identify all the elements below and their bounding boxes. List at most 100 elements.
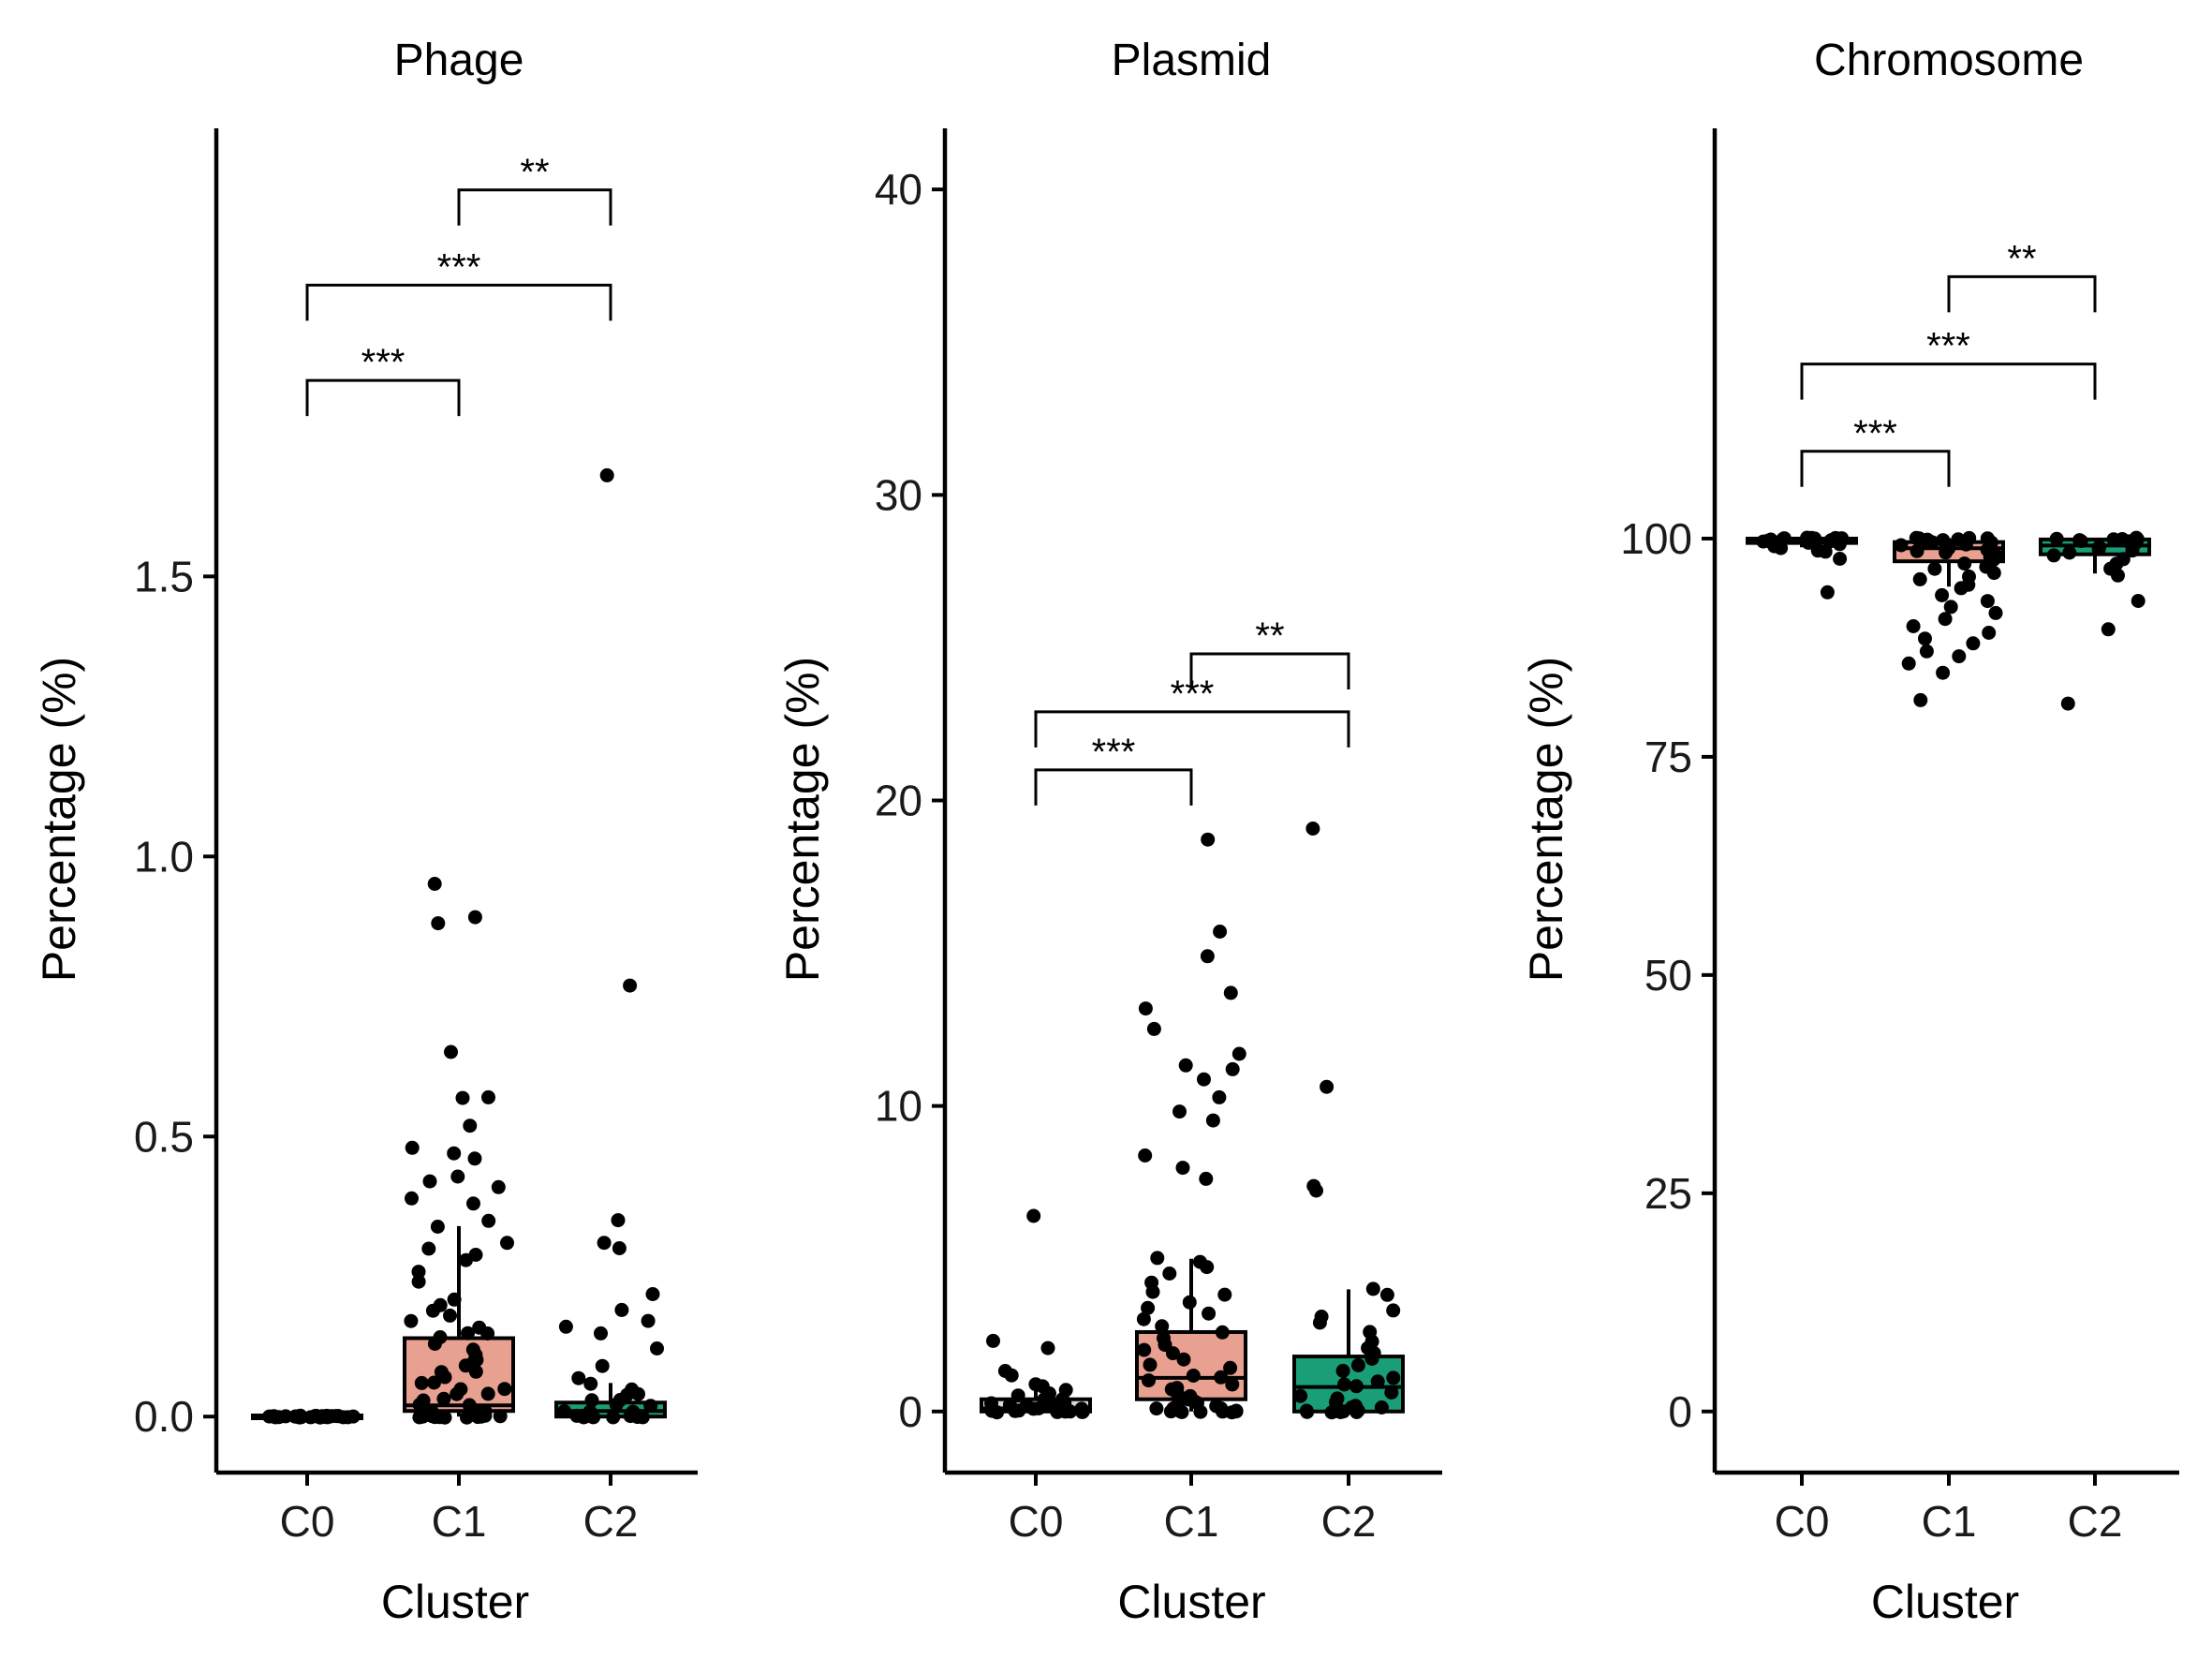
bracket-line [1034,768,1193,806]
data-point [1924,535,1939,550]
significance-bracket: ** [1947,238,2097,313]
data-point [1938,612,1953,627]
data-point [1300,1404,1315,1419]
data-point [1906,619,1921,633]
data-point [1386,1370,1401,1385]
data-point [1935,587,1950,602]
data-point [1137,1342,1152,1357]
data-point [1337,1377,1351,1392]
data-point [1912,571,1927,586]
data-point [623,978,638,993]
bracket-line [1800,450,1951,487]
significance-label: *** [1092,732,1136,773]
data-point [430,1220,445,1234]
data-point [1075,1404,1090,1419]
data-point [1141,1300,1156,1315]
data-point [1223,985,1238,1000]
data-point [1370,1374,1385,1389]
data-point [416,1409,430,1424]
data-point [1215,1325,1230,1340]
data-point [425,1303,440,1318]
significance-bracket: *** [1800,326,2097,400]
panel-chromosome: Chromosome 0 25 50 75 100 C0 C1 C2 Cluster Percent… [1520,36,2179,1628]
data-point [1150,1251,1165,1266]
data-point [571,1370,586,1385]
data-point [2062,545,2077,560]
data-point [459,1252,473,1267]
panel-title: Phage [394,36,524,85]
data-point [1149,1401,1164,1416]
data-point [1336,1404,1350,1419]
significance-label: *** [437,246,481,288]
data-point [1163,1404,1178,1419]
x-tick-label: C0 [1775,1497,1830,1546]
data-point [1200,949,1215,964]
data-point [447,1146,462,1161]
points-c2 [1293,822,1401,1420]
data-point [1349,1379,1364,1394]
significance-label: ** [2007,238,2036,279]
x-axis-label: Cluster [1117,1576,1265,1628]
data-point [1142,1373,1156,1388]
data-point [1350,1357,1365,1372]
data-point [1982,626,1997,640]
panel-phage: Phage 0.0 0.5 1.0 1.5 C0 C1 C2 Cluster Percentage… [33,36,698,1628]
y-axis-label: Percentage (%) [33,657,85,982]
data-point [405,1191,419,1206]
data-point [597,1236,612,1251]
data-point [1305,822,1320,836]
panel-title: Plasmid [1112,36,1272,85]
data-point [1927,561,1942,576]
y-tick-label: 50 [1644,951,1692,1000]
data-point [641,1313,656,1328]
data-point [558,1319,573,1334]
data-point [421,1241,436,1256]
data-point [1225,1061,1240,1076]
data-point [468,1364,483,1379]
data-point [1952,649,1967,664]
data-point [1205,1113,1220,1128]
data-point [631,1386,645,1401]
data-point [584,1393,599,1408]
data-point [500,1236,514,1251]
x-tick-label: C1 [1164,1497,1219,1546]
significance-label: ** [1255,615,1284,657]
data-point [467,1151,482,1166]
data-point [1176,1352,1191,1367]
data-point [1223,1360,1238,1375]
data-point [1919,644,1934,659]
data-point [481,1089,495,1104]
data-point [2060,696,2075,711]
data-point [1212,1089,1227,1104]
data-point [579,1409,593,1424]
x-tick-label: C0 [1009,1497,1064,1546]
data-point [267,1409,281,1424]
data-point [1943,600,1958,615]
y-tick-label: 30 [875,470,922,519]
data-point [455,1090,470,1105]
data-point [1213,925,1228,939]
data-point [614,1302,629,1317]
data-point [650,1341,664,1355]
data-point [466,1196,480,1211]
data-point [443,1308,457,1323]
data-point [427,877,442,891]
data-point [461,1326,475,1341]
data-point [427,1375,441,1390]
data-point [1936,665,1951,680]
data-point [2049,531,2064,546]
data-point [1026,1208,1041,1223]
data-point [458,1358,473,1373]
data-point [411,1265,426,1280]
data-point [1229,1403,1244,1418]
y-axis-label: Percentage (%) [776,657,829,982]
data-point [444,1044,458,1059]
data-point [1309,1183,1323,1198]
data-point [594,1326,608,1341]
bracket-line [1800,363,2097,400]
data-point [467,910,482,925]
data-point [1050,1404,1065,1419]
data-point [645,1287,660,1301]
data-point [1178,1058,1193,1073]
